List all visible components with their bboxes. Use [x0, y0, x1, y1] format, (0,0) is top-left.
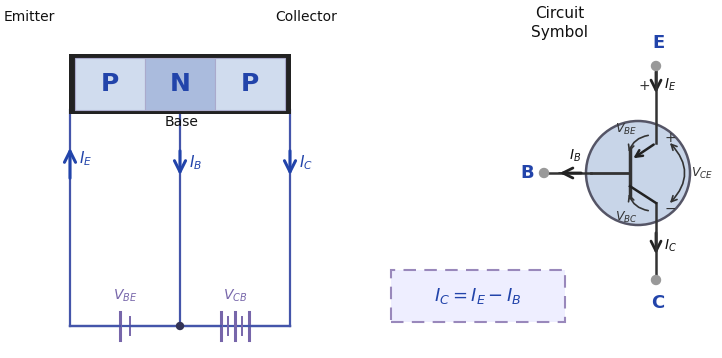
Circle shape	[539, 169, 549, 178]
Text: $V_{CB}$: $V_{CB}$	[223, 287, 247, 304]
Text: $I_C = I_E - I_B$: $I_C = I_E - I_B$	[434, 286, 522, 306]
Text: $-$: $-$	[664, 201, 676, 215]
Text: N: N	[170, 72, 191, 96]
FancyBboxPatch shape	[391, 270, 565, 322]
Text: Base: Base	[165, 115, 199, 129]
Text: $I_E$: $I_E$	[79, 150, 92, 168]
Text: C: C	[651, 294, 665, 312]
Text: $V_{BE}$: $V_{BE}$	[615, 121, 637, 136]
Text: $-$: $-$	[556, 165, 568, 179]
Bar	[215, 58, 285, 110]
Text: $V_{BC}$: $V_{BC}$	[614, 209, 638, 224]
Circle shape	[586, 121, 690, 225]
Circle shape	[176, 323, 183, 329]
Text: $V_{CE}$: $V_{CE}$	[691, 165, 713, 180]
Text: E: E	[652, 34, 664, 52]
Text: B: B	[521, 164, 534, 182]
Text: $I_E$: $I_E$	[664, 77, 677, 93]
Text: $I_C$: $I_C$	[664, 238, 677, 254]
Text: Collector: Collector	[275, 10, 337, 24]
Bar	[69, 54, 291, 114]
Text: $+$: $+$	[664, 131, 676, 145]
Text: P: P	[101, 72, 119, 96]
Text: $V_{BE}$: $V_{BE}$	[113, 287, 137, 304]
Text: P: P	[241, 72, 259, 96]
Circle shape	[651, 276, 661, 285]
Text: $I_C$: $I_C$	[299, 154, 313, 172]
Text: $I_B$: $I_B$	[189, 154, 202, 172]
Text: Emitter: Emitter	[4, 10, 56, 24]
Text: Circuit
Symbol: Circuit Symbol	[531, 6, 588, 40]
Text: $I_B$: $I_B$	[569, 147, 581, 164]
Text: $+$: $+$	[638, 79, 650, 93]
Circle shape	[651, 62, 661, 71]
Bar	[75, 58, 145, 110]
Bar	[145, 58, 215, 110]
